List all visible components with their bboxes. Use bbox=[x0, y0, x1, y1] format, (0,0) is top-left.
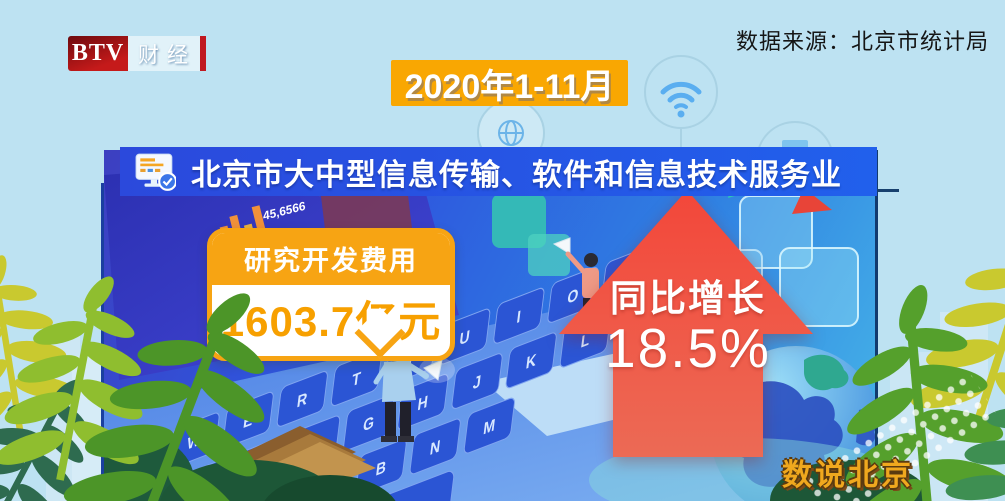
channel-logo: BTV 财经 bbox=[68, 36, 206, 71]
keyboard-key-letter: L bbox=[580, 330, 591, 352]
keyboard-key bbox=[505, 332, 557, 389]
growth-arrow bbox=[559, 190, 813, 457]
channel-logo-tagline: 财经 bbox=[128, 36, 200, 71]
show-watermark: 数说北京 bbox=[782, 459, 914, 492]
metric-value: 1603.7亿元 bbox=[220, 298, 442, 345]
panel-left-edge bbox=[101, 183, 104, 501]
keyboard-key bbox=[451, 353, 503, 410]
panel-tick-line bbox=[877, 189, 899, 192]
up-arrow-icon bbox=[559, 190, 813, 457]
monitor-report-icon bbox=[135, 153, 176, 191]
metric-label: 研究开发费用 bbox=[212, 233, 450, 285]
keyboard-key bbox=[493, 287, 545, 344]
keyboard-key-letter: T bbox=[351, 368, 362, 390]
keyboard-key-letter: I bbox=[516, 307, 522, 327]
keyboard-key-letter: B bbox=[375, 457, 387, 480]
channel-logo-bar bbox=[200, 36, 206, 71]
keyboard-key-letter: N bbox=[429, 437, 441, 460]
keyboard-key bbox=[463, 397, 515, 454]
keyboard-key-letter: K bbox=[525, 350, 538, 373]
keyboard-key-letter: O bbox=[566, 285, 579, 308]
keyboard-key bbox=[409, 418, 461, 475]
headline-bar: 北京市大中型信息传输、软件和信息技术服务业 bbox=[120, 147, 877, 196]
wifi-icon bbox=[644, 55, 718, 150]
growth-value: 18.5% bbox=[605, 317, 771, 379]
data-source-text: 数据来源：北京市统计局 bbox=[735, 29, 989, 54]
metric-bubble: 研究开发费用 1603.7亿元 bbox=[207, 228, 455, 361]
headline-text: 北京市大中型信息传输、软件和信息技术服务业 bbox=[191, 158, 842, 192]
keyboard-key-letter: H bbox=[417, 392, 429, 415]
keyboard-spacebar bbox=[170, 470, 455, 501]
growth-label: 同比增长 bbox=[610, 278, 766, 319]
channel-logo-name: BTV bbox=[68, 36, 128, 71]
keyboard-key-letter: U bbox=[458, 327, 470, 350]
keyboard-key-letter: G bbox=[362, 413, 375, 436]
period-banner: 2020年1-11月 bbox=[391, 60, 628, 106]
keyboard-key-letter: J bbox=[472, 372, 482, 394]
person-figure-center bbox=[373, 344, 455, 442]
keyboard-key-letter: M bbox=[482, 415, 496, 438]
